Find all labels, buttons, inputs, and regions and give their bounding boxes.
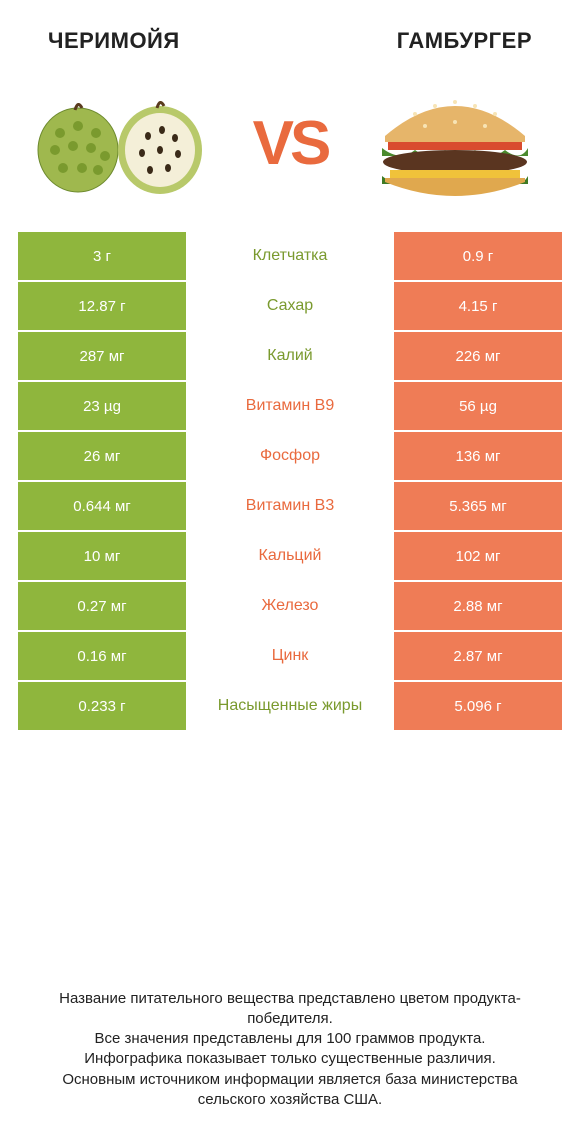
cherimoya-image — [30, 78, 220, 208]
right-value-cell: 5.096 г — [392, 682, 562, 730]
left-value-cell: 287 мг — [18, 332, 188, 380]
right-value-cell: 2.87 мг — [392, 632, 562, 680]
footer-line: Название питательного вещества представл… — [30, 989, 550, 1030]
nutrition-row: 0.16 мгЦинк2.87 мг — [18, 632, 562, 680]
right-value-cell: 4.15 г — [392, 282, 562, 330]
nutrition-row: 0.233 гНасыщенные жиры5.096 г — [18, 682, 562, 730]
right-value-cell: 5.365 мг — [392, 482, 562, 530]
nutrient-label: Витамин B3 — [188, 482, 392, 530]
left-value-cell: 23 µg — [18, 382, 188, 430]
nutrition-table: 3 гКлетчатка0.9 г12.87 гСахар4.15 г287 м… — [0, 232, 580, 730]
left-value-cell: 0.27 мг — [18, 582, 188, 630]
footer-line: Все значения представлены для 100 граммо… — [30, 1029, 550, 1049]
nutrition-row: 23 µgВитамин B956 µg — [18, 382, 562, 430]
nutrient-label: Витамин B9 — [188, 382, 392, 430]
hero-row: VS — [0, 54, 580, 232]
nutrition-row: 3 гКлетчатка0.9 г — [18, 232, 562, 280]
comparison-infographic: ЧЕРИМОЙЯ ГАМБУРГЕР — [0, 0, 580, 1144]
hamburger-image — [360, 78, 550, 208]
left-product-title: ЧЕРИМОЙЯ — [48, 28, 180, 54]
left-value-cell: 12.87 г — [18, 282, 188, 330]
header: ЧЕРИМОЙЯ ГАМБУРГЕР — [0, 0, 580, 54]
right-value-cell: 2.88 мг — [392, 582, 562, 630]
nutrition-row: 26 мгФосфор136 мг — [18, 432, 562, 480]
left-value-cell: 3 г — [18, 232, 188, 280]
left-value-cell: 26 мг — [18, 432, 188, 480]
nutrition-row: 0.644 мгВитамин B35.365 мг — [18, 482, 562, 530]
left-value-cell: 10 мг — [18, 532, 188, 580]
nutrient-label: Клетчатка — [188, 232, 392, 280]
nutrition-row: 287 мгКалий226 мг — [18, 332, 562, 380]
nutrient-label: Калий — [188, 332, 392, 380]
vs-label: VS — [253, 108, 328, 179]
right-value-cell: 0.9 г — [392, 232, 562, 280]
nutrient-label: Фосфор — [188, 432, 392, 480]
nutrient-label: Кальций — [188, 532, 392, 580]
right-value-cell: 226 мг — [392, 332, 562, 380]
nutrient-label: Сахар — [188, 282, 392, 330]
footer-notes: Название питательного вещества представл… — [0, 989, 580, 1111]
nutrient-label: Цинк — [188, 632, 392, 680]
left-value-cell: 0.16 мг — [18, 632, 188, 680]
nutrition-row: 10 мгКальций102 мг — [18, 532, 562, 580]
right-product-title: ГАМБУРГЕР — [397, 28, 532, 54]
footer-line: Основным источником информации является … — [30, 1070, 550, 1111]
nutrient-label: Насыщенные жиры — [188, 682, 392, 730]
footer-line: Инфографика показывает только существенн… — [30, 1049, 550, 1069]
left-value-cell: 0.644 мг — [18, 482, 188, 530]
right-value-cell: 102 мг — [392, 532, 562, 580]
right-value-cell: 136 мг — [392, 432, 562, 480]
nutrient-label: Железо — [188, 582, 392, 630]
right-value-cell: 56 µg — [392, 382, 562, 430]
nutrition-row: 12.87 гСахар4.15 г — [18, 282, 562, 330]
nutrition-row: 0.27 мгЖелезо2.88 мг — [18, 582, 562, 630]
left-value-cell: 0.233 г — [18, 682, 188, 730]
